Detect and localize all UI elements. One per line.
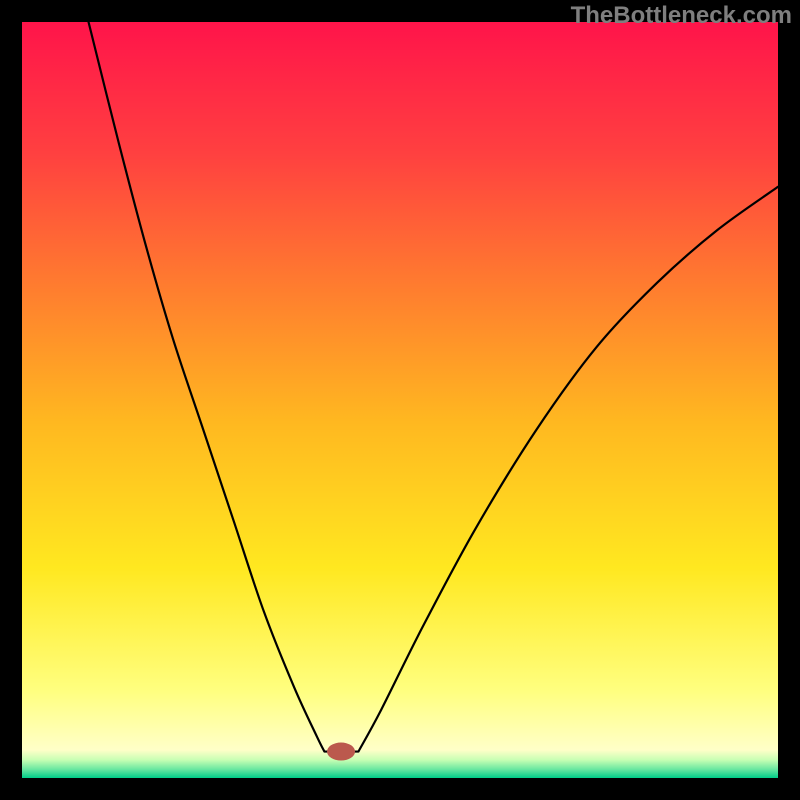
border-bottom xyxy=(0,778,800,800)
bottleneck-chart xyxy=(22,22,778,778)
optimal-point-marker xyxy=(327,743,355,761)
watermark-text: TheBottleneck.com xyxy=(571,2,792,30)
bottom-band xyxy=(22,750,778,778)
border-left xyxy=(0,0,22,800)
border-right xyxy=(778,0,800,800)
gradient-background xyxy=(22,22,778,750)
